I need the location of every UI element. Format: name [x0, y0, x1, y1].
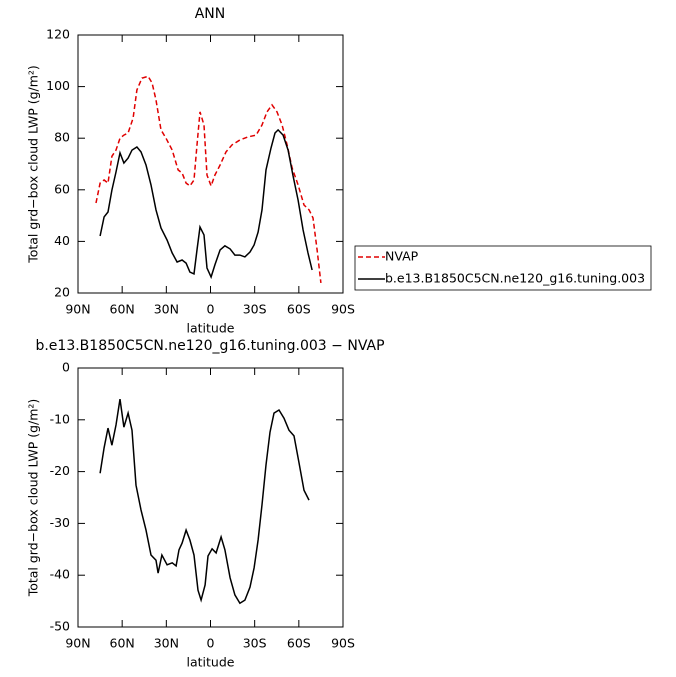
x-tick-label: 0	[207, 302, 215, 317]
y-axis-label: Total grd−box cloud LWP (g/m²)	[26, 65, 41, 264]
y-tick-label: -10	[50, 411, 70, 426]
y-tick-label: 60	[54, 181, 70, 196]
y-tick-label: -30	[50, 515, 70, 530]
chart-title: ANN	[195, 6, 226, 22]
x-tick-label: 60N	[110, 302, 135, 317]
y-tick-label: -50	[50, 619, 70, 634]
legend-label: b.e13.B1850C5CN.ne120_g16.tuning.003	[385, 271, 645, 286]
x-tick-label: 30S	[243, 302, 267, 317]
y-tick-label: 0	[62, 360, 70, 375]
series-line	[95, 75, 322, 283]
x-tick-label: 90S	[331, 636, 355, 651]
y-tick-label: 40	[54, 233, 70, 248]
y-axis-label: Total grd−box cloud LWP (g/m²)	[26, 399, 41, 598]
legend-label: NVAP	[385, 249, 419, 264]
legend-box	[354, 245, 652, 291]
y-tick-label: -20	[50, 463, 70, 478]
series-line	[99, 398, 310, 605]
x-tick-label: 60N	[110, 636, 135, 651]
legend: NVAP b.e13.B1850C5CN.ne120_g16.tuning.003	[354, 245, 652, 291]
y-tick-label: 120	[46, 27, 70, 42]
x-tick-label: 30N	[154, 636, 179, 651]
x-tick-label: 90S	[331, 302, 355, 317]
x-tick-label: 90N	[65, 636, 90, 651]
plot-frame	[77, 367, 344, 628]
x-tick-label: 90N	[65, 302, 90, 317]
y-tick-label: -40	[50, 567, 70, 582]
x-axis-label: latitude	[187, 655, 235, 670]
x-tick-label: 60S	[287, 636, 311, 651]
chart-title: b.e13.B1850C5CN.ne120_g16.tuning.003 − N…	[35, 338, 384, 354]
series-line	[99, 128, 313, 280]
x-tick-label: 0	[207, 636, 215, 651]
x-tick-label: 30N	[154, 302, 179, 317]
y-tick-label: 80	[54, 130, 70, 145]
x-tick-label: 60S	[287, 302, 311, 317]
x-axis-label: latitude	[187, 321, 235, 336]
y-tick-label: 20	[54, 285, 70, 300]
x-tick-label: 30S	[243, 636, 267, 651]
y-tick-label: 100	[46, 78, 70, 93]
